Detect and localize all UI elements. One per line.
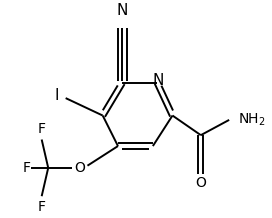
Text: N: N (117, 3, 128, 18)
Text: F: F (38, 200, 46, 214)
Text: I: I (55, 89, 59, 103)
Text: O: O (195, 176, 206, 190)
Text: F: F (22, 161, 30, 175)
Text: N: N (153, 73, 164, 88)
Text: O: O (74, 161, 85, 175)
Text: F: F (38, 122, 46, 136)
Text: NH$_2$: NH$_2$ (238, 112, 265, 128)
